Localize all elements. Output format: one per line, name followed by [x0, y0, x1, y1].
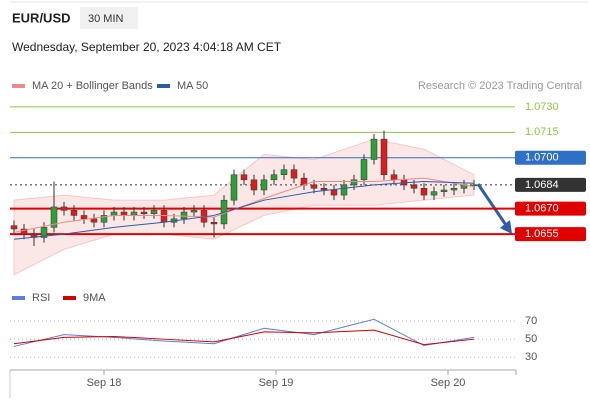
series-line — [13, 318, 475, 347]
series-line — [13, 329, 475, 346]
candle-body — [440, 189, 448, 192]
chart-title: EUR/USD — [12, 10, 71, 25]
candle-body — [240, 174, 248, 181]
level-label-box — [515, 150, 586, 165]
level-label: 1.0730 — [525, 101, 559, 113]
series-line — [13, 181, 475, 240]
candle-body — [310, 184, 318, 189]
candle-body — [80, 215, 88, 220]
candle-body — [90, 218, 98, 223]
subtitle: Wednesday, September 20, 2023 4:04:18 AM… — [12, 40, 282, 54]
candle-body — [130, 211, 138, 216]
candle-body — [410, 184, 418, 189]
candle-body — [280, 169, 288, 175]
candle-body — [390, 174, 398, 181]
candle-body — [360, 159, 368, 181]
source: Research © 2023 Trading Central — [418, 80, 582, 92]
candle-body — [430, 191, 438, 196]
candle-body — [110, 211, 118, 216]
candle-body — [10, 225, 18, 230]
forecast-arrowhead — [500, 220, 512, 234]
candle-body — [160, 210, 168, 223]
candle-body — [140, 211, 148, 215]
legend-label: MA 20 + Bollinger Bands — [32, 80, 153, 92]
legend-label: RSI — [32, 292, 50, 304]
level-label-box — [515, 227, 586, 242]
legend-swatch — [157, 84, 170, 88]
timeframe-box — [80, 7, 138, 29]
y-tick-label: 70 — [525, 315, 537, 327]
candle-body — [180, 211, 188, 220]
candle-body — [330, 189, 338, 196]
legend-label: 9MA — [83, 292, 106, 304]
x-tick-label: Sep 20 — [431, 377, 466, 389]
candle-body — [210, 221, 218, 225]
candle-body — [150, 210, 158, 215]
level-label: 1.0684 — [525, 179, 559, 191]
candle-body — [380, 138, 388, 175]
candle-body — [20, 228, 28, 235]
x-tick-label: Sep 18 — [87, 377, 122, 389]
candle-body — [100, 215, 108, 223]
candle-body — [50, 206, 58, 228]
candle-body — [190, 210, 198, 213]
candle-body — [370, 138, 378, 160]
timeframe: 30 MIN — [88, 13, 124, 25]
candle-body — [60, 206, 68, 211]
candle-body — [230, 174, 238, 201]
level-label: 1.0655 — [525, 228, 559, 240]
candle-body — [70, 210, 78, 216]
candle-body — [260, 179, 268, 191]
candle-body — [290, 169, 298, 179]
legend-swatch — [12, 296, 25, 300]
level-label: 1.0715 — [525, 126, 559, 138]
legend-label: MA 50 — [177, 80, 208, 92]
candle-body — [250, 179, 258, 191]
candle-body — [40, 227, 48, 238]
candle-body — [270, 174, 278, 181]
candle-body — [320, 188, 328, 191]
y-tick-label: 50 — [525, 333, 537, 345]
legend-swatch — [12, 84, 25, 88]
candle-body — [120, 211, 128, 216]
level-label: 1.0670 — [525, 203, 559, 215]
candle-body — [340, 184, 348, 196]
candle-body — [450, 188, 458, 191]
bollinger-band — [13, 138, 475, 276]
legend-swatch — [63, 296, 76, 300]
level-label: 1.0700 — [525, 152, 559, 164]
x-tick-label: Sep 19 — [259, 377, 294, 389]
candle-body — [470, 184, 478, 187]
forecast-arrow — [476, 183, 510, 229]
candle-body — [350, 179, 358, 186]
candle-body — [420, 188, 428, 196]
level-label-box — [515, 201, 586, 216]
level-label-box — [515, 177, 586, 192]
y-tick-label: 30 — [525, 351, 537, 363]
